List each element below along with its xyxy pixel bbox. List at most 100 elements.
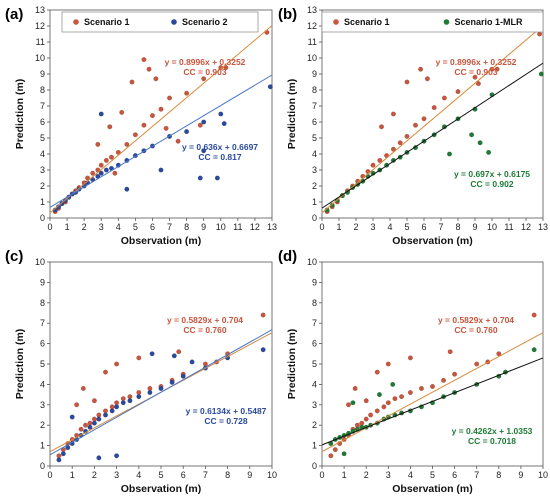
data-point <box>91 420 97 426</box>
trend-line <box>321 62 544 209</box>
y-tick-label: 7 <box>40 318 45 328</box>
data-point <box>407 355 413 361</box>
legend-marker <box>73 19 79 25</box>
y-tick-label: 8 <box>312 298 317 308</box>
data-point <box>413 122 418 128</box>
y-tick-label: 0 <box>312 213 317 223</box>
y-tick-label: 1 <box>40 197 45 207</box>
x-axis-label: Observation (m) <box>121 235 202 247</box>
data-point <box>153 76 159 82</box>
panel-label: (b) <box>278 6 297 23</box>
y-tick-label: 1 <box>40 441 45 451</box>
data-point <box>397 140 403 146</box>
x-tick-label: 13 <box>538 222 548 232</box>
legend-label: Scenario 1 <box>344 17 390 27</box>
data-point <box>124 186 130 192</box>
data-point <box>385 400 391 406</box>
data-point <box>197 175 203 181</box>
y-axis-label: Prediction (m) <box>14 329 26 400</box>
data-point <box>87 420 93 426</box>
y-tick-label: 7 <box>312 318 317 328</box>
data-point <box>150 113 155 119</box>
legend-marker <box>171 19 177 25</box>
data-point <box>379 124 384 130</box>
data-point <box>119 109 125 115</box>
data-point <box>147 390 153 396</box>
data-point <box>56 457 62 463</box>
correlation-coefficient: CC = 0.760 <box>454 325 498 335</box>
legend-label: Scenario 1-MLR <box>455 17 524 27</box>
y-tick-label: 9 <box>312 277 317 287</box>
y-axis-label: Prediction (m) <box>14 79 26 150</box>
y-tick-label: 4 <box>312 149 317 159</box>
x-axis-label: Observation (m) <box>392 235 473 247</box>
data-point <box>95 141 101 147</box>
data-point <box>146 66 152 72</box>
data-point <box>350 400 356 406</box>
data-point <box>447 349 453 355</box>
x-tick-label: 9 <box>518 470 523 480</box>
x-tick-label: 5 <box>133 222 138 232</box>
y-tick-label: 4 <box>40 149 45 159</box>
correlation-coefficient: CC = 0.817 <box>198 152 242 162</box>
data-point <box>112 170 118 176</box>
y-tick-label: 3 <box>312 165 317 175</box>
data-point <box>98 170 104 176</box>
x-tick-label: 2 <box>82 222 87 232</box>
x-axis-label: Observation (m) <box>392 483 473 495</box>
y-tick-label: 8 <box>312 85 317 95</box>
regression-equation: y = 0.697x + 0.6175 <box>454 169 530 179</box>
data-point <box>129 79 135 85</box>
x-tick-label: 9 <box>201 222 206 232</box>
x-tick-label: 0 <box>47 470 52 480</box>
y-tick-label: 11 <box>36 37 45 47</box>
x-tick-label: 10 <box>538 470 548 480</box>
x-tick-label: 4 <box>136 470 141 480</box>
data-point <box>346 402 351 408</box>
data-point <box>328 453 334 459</box>
x-tick-label: 5 <box>430 470 435 480</box>
x-tick-label: 10 <box>216 222 226 232</box>
legend-marker <box>333 19 339 25</box>
data-point <box>452 371 458 377</box>
y-tick-label: 13 <box>307 5 317 15</box>
data-point <box>441 95 447 101</box>
data-point <box>390 111 396 117</box>
data-point <box>96 416 102 422</box>
data-point <box>114 404 120 410</box>
y-tick-label: 5 <box>40 133 45 143</box>
regression-equation: y = 0.8996x + 0.3252 <box>165 57 246 67</box>
data-point <box>404 79 410 85</box>
data-point <box>329 202 335 208</box>
x-tick-label: 2 <box>353 222 358 232</box>
data-point <box>201 76 207 82</box>
y-tick-label: 3 <box>40 400 45 410</box>
data-point <box>538 71 544 77</box>
data-point <box>421 116 427 122</box>
y-tick-label: 1 <box>312 197 317 207</box>
y-tick-label: 0 <box>312 461 317 471</box>
data-point <box>60 451 66 457</box>
data-point <box>441 377 446 383</box>
correlation-coefficient: CC = 0.728 <box>204 416 248 426</box>
panel-d: 0 1 2 3 4 5 6 7 8 9 10 0 1 2 3 4 5 6 7 8 9 10 Observation (m) P… <box>278 248 548 495</box>
data-point <box>120 400 126 406</box>
x-tick-label: 1 <box>342 470 347 480</box>
x-tick-label: 2 <box>364 470 369 480</box>
x-tick-label: 7 <box>438 222 443 232</box>
trend-line <box>49 74 273 208</box>
data-point <box>537 31 543 37</box>
data-point <box>80 386 86 391</box>
y-tick-label: 12 <box>35 21 45 31</box>
y-tick-label: 7 <box>312 101 317 111</box>
y-tick-label: 10 <box>307 53 317 63</box>
data-point <box>201 119 207 125</box>
data-point <box>455 89 461 95</box>
legend-label: Scenario 2 <box>182 17 228 27</box>
y-tick-label: 11 <box>308 37 317 47</box>
x-tick-label: 4 <box>387 222 392 232</box>
data-point <box>474 361 480 367</box>
regression-equation: y = 0.4262x + 1.0353 <box>452 426 533 436</box>
data-point <box>124 141 130 147</box>
